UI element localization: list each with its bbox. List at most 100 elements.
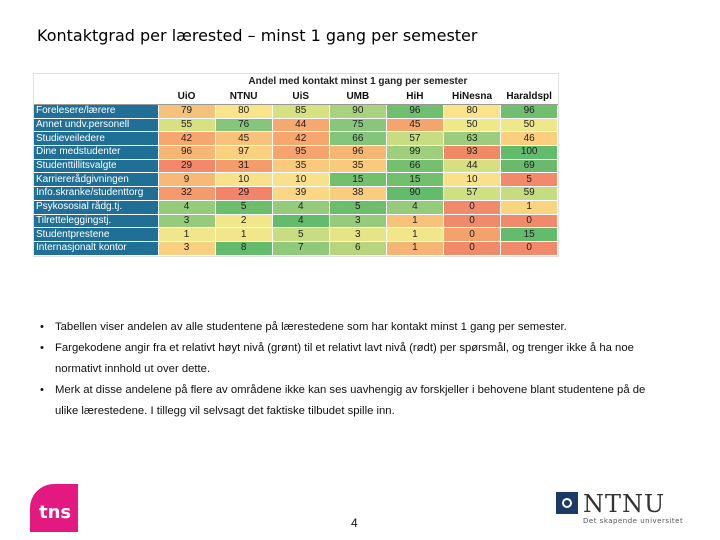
column-header: HiNesna — [443, 88, 501, 105]
slide-title: Kontaktgrad per lærested – minst 1 gang … — [37, 26, 478, 45]
table-title: Andel med kontakt minst 1 gang per semes… — [158, 74, 558, 88]
table-cell: 96 — [329, 145, 387, 160]
bullet-item: • Merk at disse andelene på flere av områ… — [40, 380, 660, 422]
table-cell: 66 — [329, 131, 387, 147]
table-cell: 4 — [272, 214, 330, 229]
table-cell: 85 — [272, 104, 330, 119]
bullet-list: • Tabellen viser andelen av alle studente… — [40, 317, 660, 422]
table-row: Studenttillitsvalgte 29 31 35 35 66 44 69 — [34, 159, 559, 174]
table-cell: 46 — [500, 131, 559, 147]
table-cell: 0 — [443, 214, 502, 229]
row-label: Forelesere/lærere — [34, 104, 159, 119]
table-cell: 96 — [158, 145, 216, 160]
table-cell: 10 — [215, 172, 273, 188]
bullet-item: • Tabellen viser andelen av alle studente… — [40, 317, 660, 338]
table-cell: 6 — [329, 241, 387, 256]
table-cell: 50 — [500, 118, 559, 133]
table-cell: 1 — [386, 214, 444, 229]
row-label: Info.skranke/studenttorg — [34, 186, 159, 201]
table-cell: 0 — [500, 241, 559, 256]
table-row: Studentprestene 1 1 5 3 1 0 15 — [34, 227, 559, 242]
table-cell: 32 — [158, 186, 216, 201]
table-cell: 0 — [443, 227, 502, 242]
table-row: Tilretteleggingstj. 3 2 4 3 1 0 0 — [34, 214, 559, 229]
table-cell: 1 — [215, 227, 273, 242]
ntnu-logo: NTNU Det skapende universitet — [556, 490, 686, 530]
table-cell: 4 — [272, 200, 330, 215]
table-cell: 31 — [215, 159, 273, 174]
bullet-dot: • — [40, 321, 44, 333]
table-cell: 90 — [386, 186, 444, 201]
table-cell: 44 — [272, 118, 330, 133]
row-label: Annet undv.personell — [34, 118, 159, 133]
table-cell: 8 — [215, 241, 273, 256]
table-cell: 3 — [329, 214, 387, 229]
row-label: Studentprestene — [34, 227, 159, 242]
table-cell: 29 — [158, 159, 216, 174]
table-cell: 4 — [386, 200, 444, 215]
ntnu-logo-tagline: Det skapende universitet — [583, 517, 684, 525]
tns-logo-text: tns — [39, 502, 72, 523]
row-label: Dine medstudenter — [34, 145, 159, 160]
table-corner — [34, 88, 158, 105]
table-cell: 9 — [158, 172, 216, 188]
column-header: HiH — [386, 88, 444, 105]
table-cell: 4 — [158, 200, 216, 215]
bullet-dot: • — [40, 342, 44, 354]
contact-table: Andel med kontakt minst 1 gang per semes… — [33, 73, 559, 257]
tns-logo: tns — [30, 484, 78, 532]
table-cell: 45 — [215, 131, 273, 147]
table-row: Forelesere/lærere 79 80 85 90 96 80 96 — [34, 104, 559, 119]
table-cell: 5 — [272, 227, 330, 242]
table-cell: 10 — [443, 172, 502, 188]
table-cell: 3 — [158, 241, 216, 256]
table-cell: 80 — [443, 104, 502, 119]
table-cell: 57 — [386, 131, 444, 147]
table-cell: 59 — [500, 186, 559, 201]
table-cell: 7 — [272, 241, 330, 256]
table-cell: 1 — [500, 200, 559, 215]
table-cell: 35 — [272, 159, 330, 174]
row-label: Tilretteleggingstj. — [34, 214, 159, 229]
table-row: Dine medstudenter 96 97 95 96 99 93 100 — [34, 145, 559, 160]
row-label: Psykososial rådg.tj. — [34, 200, 159, 215]
table-cell: 15 — [386, 172, 444, 188]
table-cell: 80 — [215, 104, 273, 119]
table-cell: 1 — [386, 241, 444, 256]
bullet-item: • Fargekodene angir fra et relativt høyt … — [40, 338, 660, 380]
column-header: UMB — [329, 88, 387, 105]
row-label: Studieveiledere — [34, 131, 159, 147]
column-header: UiO — [158, 88, 216, 105]
table-cell: 97 — [215, 145, 273, 160]
table-cell: 0 — [443, 241, 502, 256]
table-cell: 79 — [158, 104, 216, 119]
table-cell: 3 — [158, 214, 216, 229]
table-row: Info.skranke/studenttorg 32 29 39 38 90 57 59 — [34, 186, 559, 201]
row-label: Internasjonalt kontor — [34, 241, 159, 256]
table-cell: 100 — [500, 145, 559, 160]
table-cell: 63 — [443, 131, 502, 147]
bullet-text: Tabellen viser andelen av alle studenten… — [55, 321, 567, 333]
row-label: Karriererådgivningen — [34, 172, 159, 188]
table-cell: 90 — [329, 104, 387, 119]
table-cell: 96 — [500, 104, 559, 119]
column-header: UiS — [272, 88, 330, 105]
table-cell: 1 — [386, 227, 444, 242]
table-cell: 0 — [443, 200, 502, 215]
column-header: Haraldspl — [500, 88, 558, 105]
table-row: Annet undv.personell 55 76 44 75 45 50 50 — [34, 118, 559, 133]
table-cell: 5 — [329, 200, 387, 215]
table-cell: 10 — [272, 172, 330, 188]
table-cell: 2 — [215, 214, 273, 229]
table-cell: 57 — [443, 186, 502, 201]
ntnu-logo-name: NTNU — [583, 490, 666, 518]
table-cell: 15 — [500, 227, 559, 242]
bullet-dot: • — [40, 384, 44, 396]
table-cell: 5 — [500, 172, 559, 188]
table-cell: 93 — [443, 145, 502, 160]
table-row: Studieveiledere 42 45 42 66 57 63 46 — [34, 131, 559, 147]
contact-rate-table: Andel med kontakt minst 1 gang per semes… — [34, 74, 559, 256]
table-cell: 99 — [386, 145, 444, 160]
table-cell: 35 — [329, 159, 387, 174]
row-label: Studenttillitsvalgte — [34, 159, 159, 174]
